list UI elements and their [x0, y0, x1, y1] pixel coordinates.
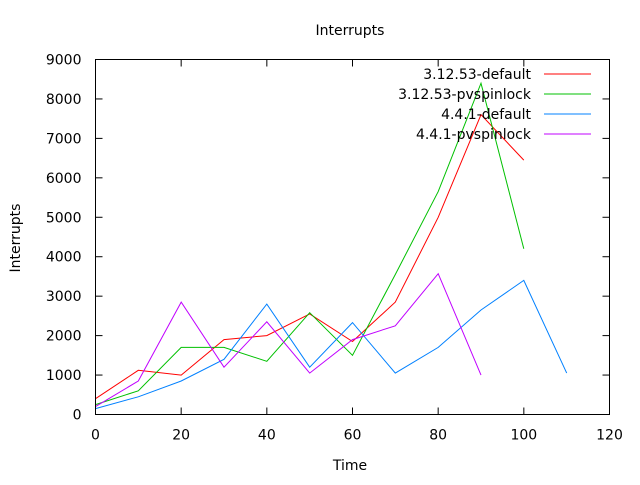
x-tick-label: 100	[510, 428, 537, 444]
y-axis-label: Interrupts	[8, 204, 24, 273]
series-line-0	[95, 113, 525, 400]
y-tick-label: 5000	[46, 210, 82, 226]
legend-label-2: 4.4.1-default	[441, 107, 531, 123]
legend: 3.12.53-default 3.12.53-pvspinlock 4.4.1-d…	[398, 67, 591, 143]
chart-title: Interrupts	[316, 23, 385, 39]
legend-label-0: 3.12.53-default	[423, 67, 531, 83]
series-line-2	[95, 279, 568, 410]
x-axis-label: Time	[332, 458, 367, 474]
y-tick-label: 1000	[46, 368, 82, 384]
legend-label-3: 4.4.1-pvspinlock	[416, 127, 532, 143]
y-tick-label: 3000	[46, 289, 82, 305]
x-tick-label: 120	[596, 428, 623, 444]
plot-frame	[95, 59, 610, 415]
series-line-3	[95, 272, 482, 408]
series-line-1	[95, 81, 525, 406]
legend-label-1: 3.12.53-pvspinlock	[398, 87, 532, 103]
x-tick-label: 60	[344, 428, 362, 444]
x-tick-label: 40	[258, 428, 276, 444]
series-lines	[95, 81, 568, 410]
axis-ticks: 0 20 40 60 80 100 120 0 1000 2000 3000 4000 5000 6000…	[46, 53, 623, 444]
y-tick-label: 7000	[46, 131, 82, 147]
x-tick-label: 0	[91, 428, 100, 444]
y-tick-label: 4000	[46, 250, 82, 266]
y-tick-label: 8000	[46, 92, 82, 108]
x-tick-label: 80	[429, 428, 447, 444]
y-tick-label: 2000	[46, 329, 82, 345]
y-tick-label: 0	[73, 408, 82, 424]
y-tick-label: 6000	[46, 171, 82, 187]
y-tick-label: 9000	[46, 53, 82, 69]
x-tick-label: 20	[172, 428, 190, 444]
